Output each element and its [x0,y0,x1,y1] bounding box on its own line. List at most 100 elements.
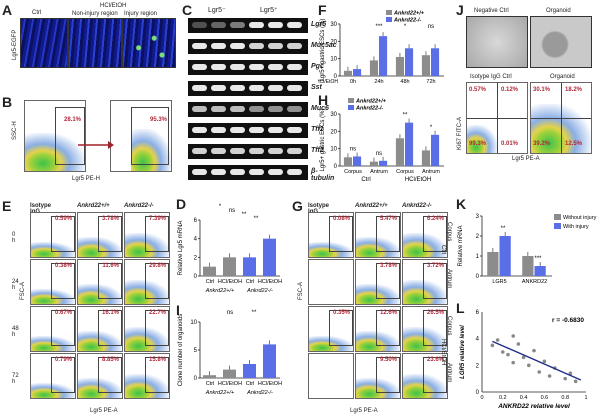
gel-lane-row [188,165,308,180]
y-tick-label: 2 [476,363,480,369]
bar [243,257,256,276]
flow-pct: 9.50% [379,357,397,363]
bar [534,266,546,276]
y-tick-label: 20 [330,129,337,135]
flow-density [31,241,75,257]
y-tick-label: 0 [334,164,338,170]
y-axis-label: Relative mRNA [458,225,464,266]
flow-density [356,378,400,398]
flow-pct: 26.5% [426,310,444,316]
bar [223,257,236,276]
flow-J-org: 30.1% 18.2% 39.2% 12.5% [530,82,592,154]
flow-plot: 3.72% [402,259,448,305]
quad-lr: 12.5% [565,141,583,147]
gel-lane-row [188,81,308,96]
y-tick-label: 0 [476,274,480,280]
flow-plot: 12.6% [355,306,401,352]
flow-plot: 7.39% [124,212,170,258]
flow-density [31,382,75,398]
panel-A-sub2: Injury region [124,11,158,17]
panel-label-I: I [176,302,180,318]
flow-plot: 0.35% [308,306,354,352]
panel-B-ylabel: SSC-H [12,121,18,140]
panel-E-xlabel: Lgr5 PE-A [90,408,118,414]
flow-plot [308,353,354,399]
gel-lane-row [188,18,308,33]
flow-pct: 16.1% [101,310,119,316]
panel-A-ylabel: Lgr5-EGFP [12,29,18,60]
bar [263,344,276,378]
panel-E-ylabel: FSC-A [20,282,26,300]
gel-gene-label: Tff2 [311,147,324,154]
gel-lane-row [188,123,308,138]
gel-band [230,64,245,70]
y-tick-label: 1 [476,254,480,260]
flow-region-label: Corpus [446,316,452,336]
micrograph-neg-ctrl [466,16,528,68]
sig-mark: ** [254,216,259,222]
flow-gate [328,310,353,346]
x-tick-label: 72h [426,79,435,85]
quad-ul: 0.57% [469,87,487,93]
y-axis-label: Lgr5+ gastric ESCs (%) [320,109,326,172]
flow-pct: 0.38% [54,263,72,269]
x-tick-label: 0 [480,395,483,401]
legend-label: Without injury [563,215,597,221]
quad-ll: 39.2% [533,141,551,147]
x-tick-label: HCl/EtOH [218,381,242,387]
flow-density [125,326,169,351]
flow-plot [308,259,354,305]
quad-ur: 0.12% [501,87,519,93]
flow-plot: 5.47% [355,212,401,258]
flow-gate [50,216,75,252]
flow-row-label: 48 h [12,326,19,338]
gel-band [211,127,226,133]
y-tick-label: 30 [330,22,337,28]
y-tick-label: 2 [194,255,198,261]
legend-label: With injury [563,224,589,230]
gel-band [211,169,226,175]
group-label: Ankrd22-/- [246,288,273,294]
flow-col-header: Ankrd22-/- [124,203,154,209]
bar [522,256,534,276]
quad-ul: 30.1% [533,87,551,93]
flow-pct: 11.6% [102,263,119,269]
flow-pct: 23.6% [426,357,444,363]
flow-B1-pct: 28.1% [63,117,81,123]
panel-J-org2: Organoid [550,74,575,80]
flow-gate [328,216,353,252]
flow-plot: 26.5% [402,306,448,352]
x-tick-label: Ctrl [246,279,255,285]
legend-swatch [386,10,392,15]
sig-mark: * [430,125,433,131]
bar [395,56,404,76]
x-tick-label: Ctrl [206,279,215,285]
flow-gate [55,107,85,165]
gel-lane-row [188,60,308,75]
bar [431,134,440,166]
flow-density [31,335,75,351]
gel-band [249,106,264,112]
bar [353,156,362,166]
flow-density [31,288,75,304]
flow-density [78,331,122,351]
y-tick-label: 6 [194,218,198,224]
bar [203,375,216,378]
micrograph-noninjury [68,18,122,68]
flow-plot: 0.08% [308,212,354,258]
flow-density [78,284,122,304]
gel-band [249,22,264,28]
scatter-point [506,352,510,357]
panel-J-ylabel: Ki67 FITC-A [457,116,463,150]
flow-region-label: Corpus [446,222,452,242]
panel-label-G: G [292,198,303,214]
y-tick-label: 6 [476,310,480,316]
x-tick-label: Corpus [396,169,414,175]
flow-J-iso: 0.57% 0.12% 99.3% 0.01% [466,82,528,154]
x-tick-label: 0h [350,79,356,85]
flow-gate [422,310,447,346]
legend-swatch [348,105,354,110]
scatter-point [501,350,505,354]
scatter-point [511,360,515,365]
flow-density [356,331,400,351]
